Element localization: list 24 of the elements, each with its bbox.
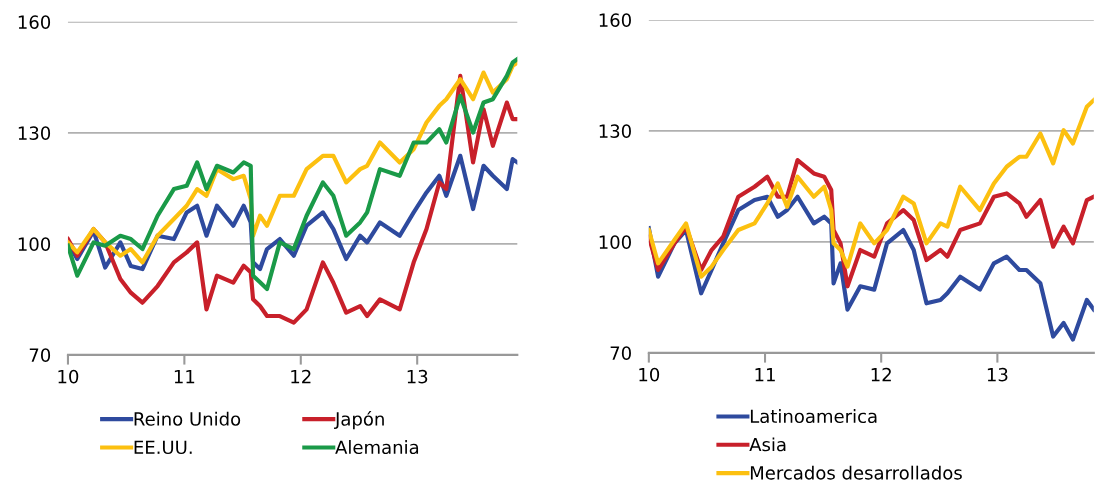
line-series [648,98,1094,279]
y-tick-label: 100 [599,235,631,249]
x-tick-label: 12 [291,369,311,384]
y-tick-label: 160 [18,15,51,29]
y-tick-label: 70 [610,346,631,360]
legend-label: Asia [749,437,786,452]
x-tick-label: 13 [407,369,428,384]
y-tick-label: 130 [599,124,631,138]
legend-label: EE.UU. [134,440,192,455]
y-tick-label: 100 [18,237,51,251]
x-tick-label: 10 [639,367,660,382]
x-tick-label: 10 [58,369,79,384]
x-tick-label: 11 [755,368,775,382]
legend-label: Latinoamerica [750,409,877,424]
y-tick-label: 130 [18,126,51,140]
legend-label: Reino Unido [134,411,241,426]
x-tick-label: 12 [871,367,891,382]
x-tick-label: 13 [987,367,1008,382]
legend-label: Mercados desarrollados [750,465,962,480]
legend-label: Japón [334,411,384,430]
x-tick-label: 11 [174,370,195,384]
y-tick-label: 70 [29,348,51,362]
y-tick-label: 160 [599,13,631,27]
legend-label: Alemania [335,440,419,455]
